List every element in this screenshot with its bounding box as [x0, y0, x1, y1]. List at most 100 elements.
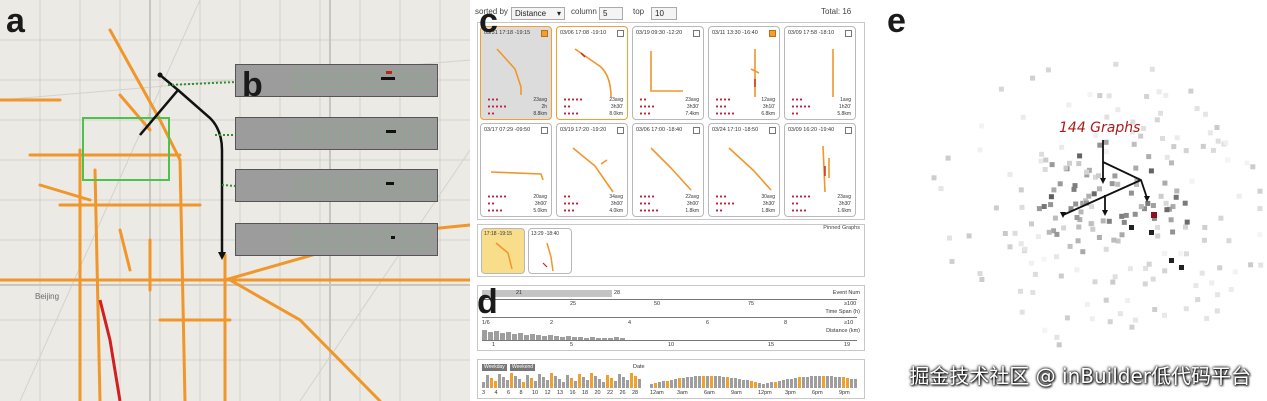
day-tick: 16: [569, 390, 576, 396]
event-strip[interactable]: [235, 64, 438, 97]
graph-list-panel: sorted by Distance ▾ column 5 top 10 Tot…: [473, 0, 869, 401]
card-stat-dots: [715, 195, 727, 198]
graph-node: [1142, 281, 1148, 287]
graph-node: [1154, 117, 1160, 123]
sort-select[interactable]: Distance ▾: [511, 7, 565, 20]
graph-node: [1160, 136, 1165, 141]
graph-node: [1068, 206, 1074, 212]
time-tick: 2: [550, 320, 554, 326]
graph-node: [1174, 135, 1180, 141]
graph-node: [1064, 315, 1070, 321]
day-tick: 3: [482, 390, 486, 396]
hour-tick: 6pm: [812, 390, 823, 396]
time-tick: ≥10: [844, 320, 854, 326]
graph-overview-panel[interactable]: 144 Graphs: [879, 0, 1267, 401]
day-tick: 6: [507, 390, 511, 396]
distance-histogram[interactable]: [482, 328, 625, 340]
graph-card[interactable]: 03/31 17:18 -19:15 23avg 2h 8.8km: [480, 26, 552, 120]
card-stat: 3h00': [534, 201, 547, 207]
card-checkbox[interactable]: [617, 30, 624, 37]
pinned-label: Pinned Graphs: [823, 225, 860, 231]
card-stat-dots: [715, 105, 727, 108]
hour-histogram[interactable]: [650, 372, 857, 388]
graph-card[interactable]: 03/19 17:20 -19:20 34avg 3h00' 4.0km: [556, 123, 628, 217]
card-checkbox[interactable]: [769, 30, 776, 37]
event-num-slider[interactable]: [482, 290, 612, 297]
graph-node: [945, 155, 951, 161]
card-time: 03/24 17:10 -18:50: [712, 127, 759, 133]
card-checkbox[interactable]: [845, 127, 852, 134]
graph-card[interactable]: 03/19 09:30 -12:20 23avg 3h30' 7.4km: [632, 26, 704, 120]
hour-bar: [730, 378, 733, 388]
time-span-slider[interactable]: [482, 317, 857, 318]
card-checkbox[interactable]: [693, 30, 700, 37]
card-checkbox[interactable]: [845, 30, 852, 37]
day-bar: [506, 380, 509, 388]
day-bar: [502, 377, 505, 388]
graph-card[interactable]: 03/17 07:29 -09:50 20avg 3h00' 5.0km: [480, 123, 552, 217]
graph-edge: [1062, 179, 1142, 216]
graph-node: [1209, 280, 1215, 286]
graph-card[interactable]: 03/11 13:30 -16:40 12avg 3h10' 6.8km: [708, 26, 780, 120]
card-stat: 23avg: [609, 97, 623, 103]
panel-label-e: e: [887, 2, 906, 40]
day-bar: [554, 376, 557, 388]
card-trajectory: [490, 171, 544, 181]
card-checkbox[interactable]: [541, 127, 548, 134]
day-bar: [634, 376, 637, 388]
graph-grid: [477, 22, 865, 220]
graph-card[interactable]: 03/24 17:10 -18:50 30avg 3h30' 1.8km: [708, 123, 780, 217]
date-filter: Weekday Weekend Date 3 4 6 8 10 12 13 16 18 20 22 2…: [477, 359, 865, 399]
graph-node: [1088, 221, 1094, 227]
graph-node: [1131, 141, 1137, 147]
graph-node: [1030, 75, 1036, 81]
hour-tick: 6am: [704, 390, 715, 396]
card-checkbox[interactable]: [769, 127, 776, 134]
card-time: 03/17 07:29 -09:50: [484, 127, 531, 133]
card-stat: 2h: [541, 104, 547, 110]
hour-bar: [854, 379, 857, 388]
hour-bar: [794, 378, 797, 388]
top-input[interactable]: 10: [651, 7, 677, 20]
graph-node: [1084, 169, 1089, 175]
graph-node: [1155, 233, 1161, 239]
card-stat-dots: [791, 98, 803, 101]
graph-node: [1130, 119, 1136, 125]
pinned-card[interactable]: 17:18 -19:15: [481, 228, 525, 274]
card-stat-dots: [563, 112, 579, 115]
card-checkbox[interactable]: [693, 127, 700, 134]
hour-bar: [742, 380, 745, 388]
weekday-tag[interactable]: Weekday: [482, 364, 507, 371]
card-stat: 4.0km: [609, 208, 623, 214]
graph-node: [1036, 206, 1042, 212]
pinned-card[interactable]: 13:29 -18:40: [528, 228, 572, 274]
scatter-canvas[interactable]: [879, 0, 1267, 401]
graph-node: [1244, 160, 1250, 166]
card-stat-dots: [639, 105, 655, 108]
graph-card[interactable]: 03/09 16:20 -19:40 23avg 3h30' 1.6km: [784, 123, 856, 217]
graph-card[interactable]: 03/06 17:00 -18:40 22avg 3h00' 1.8km: [632, 123, 704, 217]
event-strip[interactable]: [235, 223, 438, 256]
graph-card[interactable]: 03/06 17:08 -19:10 23avg 3h30' 8.0km: [556, 26, 628, 120]
graph-node: [1169, 258, 1174, 263]
graph-node: [1038, 158, 1044, 164]
hour-bar: [814, 376, 817, 388]
graph-card[interactable]: 03/09 17:58 -18:10 1avg 1h20' 5.8km: [784, 26, 856, 120]
weekend-tag[interactable]: Weekend: [510, 364, 536, 371]
graph-node: [1174, 188, 1180, 194]
day-bar: [518, 379, 521, 388]
graph-node: [1257, 232, 1263, 238]
hour-bar: [678, 378, 681, 388]
day-histogram[interactable]: [482, 372, 641, 388]
card-stat: 23avg: [685, 97, 699, 103]
graph-node: [1133, 317, 1138, 323]
column-input[interactable]: 5: [599, 7, 623, 20]
card-checkbox[interactable]: [541, 30, 548, 37]
graph-node: [1042, 167, 1048, 172]
graph-node: [1119, 213, 1125, 219]
event-strip[interactable]: [235, 117, 438, 150]
card-checkbox[interactable]: [617, 127, 624, 134]
event-strip[interactable]: [235, 169, 438, 202]
event-tick: 25: [570, 301, 577, 307]
card-stat-dots: [639, 112, 651, 115]
